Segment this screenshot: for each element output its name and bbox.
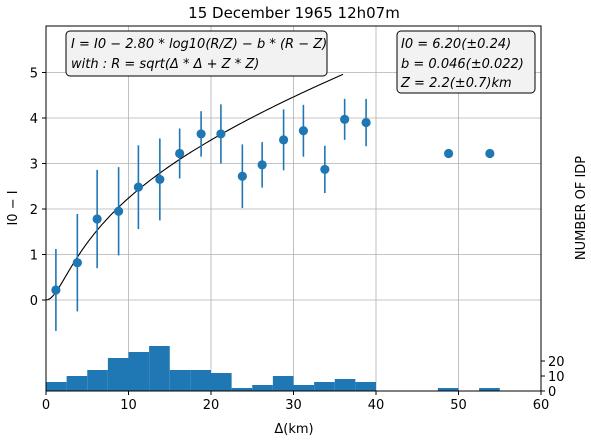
x-tick-label: 40	[368, 398, 385, 413]
histogram	[46, 346, 500, 391]
data-point	[175, 148, 185, 159]
histogram-bar	[169, 370, 191, 391]
data-point	[485, 148, 495, 159]
y-tick-label-left: 3	[30, 158, 38, 173]
data-point	[444, 148, 454, 159]
histogram-bar	[479, 388, 500, 391]
fit-curve-line	[45, 73, 344, 301]
parameter-annotation: I0 = 6.20(±0.24) b = 0.046(±0.022) Z = 2…	[396, 30, 536, 94]
histogram-bar	[355, 382, 376, 391]
data-point	[361, 117, 371, 128]
data-point	[72, 258, 82, 268]
y-tick-label-left: 2	[30, 203, 38, 218]
histogram-bar	[66, 376, 88, 391]
data-point	[114, 206, 124, 216]
fit-curve	[45, 73, 344, 301]
data-point	[216, 129, 226, 139]
data-point	[155, 174, 165, 185]
data-point	[237, 171, 247, 181]
y-axis-label-left: I0 − I	[6, 190, 21, 225]
y-tick-label-left: 0	[30, 294, 38, 309]
y-axis-label-right: NUMBER OF IDP	[574, 156, 589, 260]
y-tick-label-left: 5	[30, 67, 38, 82]
y-tick-label-right: 0	[548, 385, 556, 400]
histogram-bar	[46, 382, 67, 391]
x-tick-label: 10	[120, 398, 137, 413]
formula-line-2: with : R = sqrt(Δ * Δ + Z * Z)	[71, 57, 259, 72]
histogram-bar	[314, 382, 335, 391]
x-tick-label: 60	[533, 398, 550, 413]
data-point	[298, 126, 308, 136]
x-tick-label: 50	[450, 398, 467, 413]
data-point	[320, 164, 330, 175]
histogram-bar	[252, 385, 273, 391]
data-point	[279, 135, 289, 145]
x-tick-label: 30	[285, 398, 302, 413]
histogram-bar	[211, 373, 232, 391]
param-line-1: I0 = 6.20(±0.24)	[401, 37, 511, 52]
param-line-2: b = 0.046(±0.022)	[401, 57, 524, 72]
histogram-bar	[293, 385, 315, 391]
data-point	[340, 114, 350, 124]
y-tick-label-right: 20	[548, 355, 565, 370]
histogram-bar	[107, 358, 129, 391]
data-point	[133, 182, 143, 192]
x-tick-label: 0	[42, 398, 50, 413]
formula-box	[65, 30, 328, 77]
histogram-bar	[190, 370, 211, 391]
x-axis-label: Δ(km)	[274, 422, 313, 437]
formula-annotation: I = I0 − 2.80 * log10(R/Z) − b * (R − Z)…	[65, 30, 328, 77]
chart-title: 15 December 1965 12h07m	[188, 4, 400, 22]
histogram-bar	[87, 370, 108, 391]
data-point	[257, 160, 267, 170]
data-point	[92, 214, 102, 224]
histogram-bar	[231, 388, 253, 391]
y-tick-label-left: 1	[30, 249, 38, 264]
y-tick-label-right: 10	[548, 370, 565, 385]
histogram-bar	[149, 346, 170, 391]
histogram-bar	[334, 379, 356, 391]
formula-line-1: I = I0 − 2.80 * log10(R/Z) − b * (R − Z)	[71, 37, 327, 52]
y-tick-label-left: 4	[30, 112, 38, 127]
data-point	[196, 129, 206, 139]
histogram-bar	[272, 376, 294, 391]
param-line-3: Z = 2.2(±0.7)km	[400, 76, 512, 91]
histogram-bar	[437, 388, 459, 391]
x-tick-label: 20	[203, 398, 220, 413]
histogram-bar	[128, 352, 150, 391]
data-points	[51, 114, 495, 295]
data-point	[51, 285, 61, 295]
parameter-box	[396, 30, 536, 94]
